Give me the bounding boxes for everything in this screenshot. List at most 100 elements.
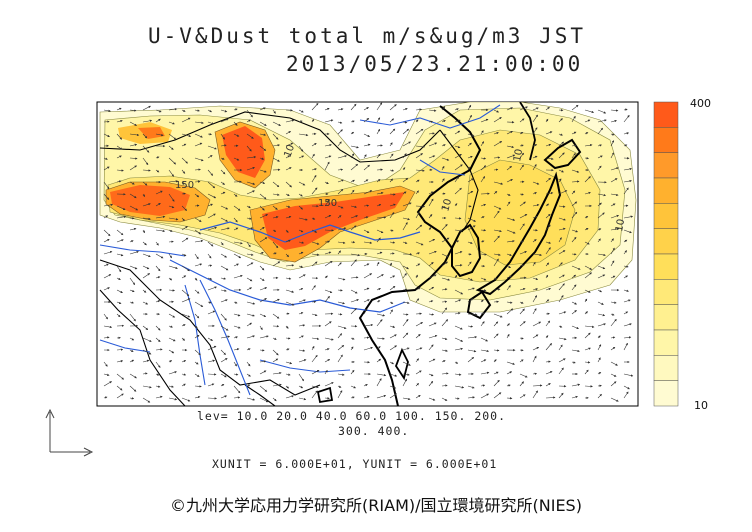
wind-vector	[142, 385, 152, 389]
wind-vector	[480, 176, 486, 183]
wind-vector	[168, 337, 176, 342]
wind-vector	[428, 334, 438, 339]
wind-vector	[519, 214, 528, 219]
wind-vector	[142, 397, 151, 403]
wind-vector	[558, 190, 568, 195]
wind-vector	[376, 237, 381, 243]
wind-vector	[623, 229, 632, 234]
wind-vector	[103, 313, 108, 320]
wind-vector	[532, 114, 538, 123]
wind-vector	[233, 241, 243, 245]
wind-vector	[181, 383, 186, 387]
wind-vector	[519, 381, 524, 387]
wind-vector	[389, 309, 393, 315]
wind-vector	[571, 190, 576, 195]
wind-vector	[246, 348, 251, 351]
wind-vector	[428, 214, 433, 219]
wind-vector	[272, 205, 278, 210]
wind-vector	[103, 263, 109, 267]
wind-vector	[298, 265, 304, 268]
wind-vector	[545, 157, 554, 161]
wind-vector	[259, 298, 267, 303]
wind-vector	[571, 211, 578, 219]
wind-vector	[610, 361, 618, 366]
wind-vector	[558, 358, 566, 363]
wind-vector	[220, 265, 229, 271]
wind-vector	[207, 359, 216, 363]
wind-vector	[480, 203, 487, 207]
wind-vector	[389, 262, 392, 267]
wind-vector	[363, 346, 373, 351]
wind-vector	[194, 217, 202, 222]
wind-vector	[311, 102, 319, 111]
wind-vector	[129, 109, 137, 112]
wind-vector	[337, 121, 343, 124]
wind-vector	[376, 102, 383, 111]
wind-vector	[103, 229, 111, 237]
wind-vector	[285, 229, 289, 233]
wind-vector	[155, 156, 160, 159]
wind-vector	[428, 109, 437, 112]
wind-vector	[467, 287, 475, 291]
wind-vector	[116, 133, 123, 140]
wind-vector	[116, 301, 122, 304]
wind-vector	[519, 164, 524, 171]
wind-vector	[298, 120, 303, 123]
wind-vector	[610, 346, 616, 351]
wind-vector	[623, 250, 627, 255]
wind-vector	[597, 212, 605, 219]
wind-vector	[480, 118, 489, 123]
wind-vector	[220, 313, 227, 321]
wind-vector	[467, 396, 475, 399]
wind-vector	[441, 237, 450, 243]
wind-vector	[493, 229, 502, 233]
wind-vector	[441, 384, 448, 387]
wind-vector	[376, 117, 381, 123]
wind-vector	[142, 349, 152, 355]
wind-vector	[194, 253, 199, 260]
wind-vector	[246, 145, 252, 152]
wind-vector	[246, 205, 251, 209]
wind-vector	[116, 253, 124, 257]
wind-vector	[116, 385, 123, 391]
wind-vector	[129, 337, 135, 341]
wind-vector	[337, 277, 346, 281]
wind-vector	[454, 164, 463, 171]
wind-vector	[246, 241, 251, 248]
wind-vector	[441, 178, 445, 183]
wind-vector	[532, 253, 542, 257]
wind-vector	[285, 289, 295, 293]
wind-vector	[623, 342, 628, 351]
wind-vector	[142, 241, 147, 246]
wind-vector	[454, 229, 463, 232]
wind-vector	[116, 393, 124, 399]
wind-vector	[311, 217, 316, 220]
wind-vector	[532, 163, 537, 171]
wind-vector	[415, 287, 421, 291]
wind-vector	[181, 109, 186, 112]
wind-vector	[272, 358, 279, 363]
wind-vector	[116, 169, 124, 172]
wind-vector	[493, 258, 499, 267]
wind-vector	[350, 145, 359, 149]
wind-vector	[220, 181, 225, 185]
wind-vector	[467, 166, 470, 171]
wind-vector	[259, 252, 264, 255]
wind-vector	[194, 349, 201, 356]
wind-vector	[428, 380, 434, 387]
wind-vector	[259, 193, 267, 200]
colorbar-min-label: 10	[694, 399, 708, 412]
wind-vector	[350, 205, 357, 208]
wind-vector	[129, 289, 135, 293]
wind-vector	[155, 229, 166, 233]
wind-vector	[285, 215, 292, 219]
wind-vector	[350, 131, 355, 135]
wind-vector	[610, 109, 619, 112]
wind-vector	[506, 229, 516, 234]
wind-vector	[415, 179, 420, 183]
wind-vector	[428, 300, 434, 303]
wind-vector	[519, 321, 526, 327]
wind-vector	[415, 263, 421, 267]
wind-vector	[298, 288, 304, 291]
wind-vector	[259, 370, 267, 375]
